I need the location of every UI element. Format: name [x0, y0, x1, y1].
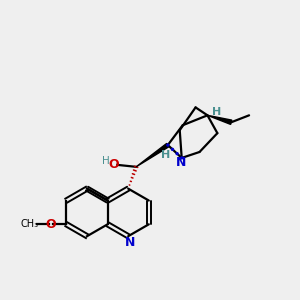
Polygon shape [136, 143, 169, 167]
Text: H: H [101, 156, 109, 166]
Text: CH₃: CH₃ [21, 219, 39, 229]
Text: O: O [45, 218, 56, 231]
Text: H: H [212, 107, 221, 117]
Text: H: H [161, 150, 170, 160]
Text: N: N [176, 156, 186, 170]
Text: O: O [108, 158, 119, 171]
Polygon shape [208, 115, 232, 124]
Text: N: N [125, 236, 135, 249]
